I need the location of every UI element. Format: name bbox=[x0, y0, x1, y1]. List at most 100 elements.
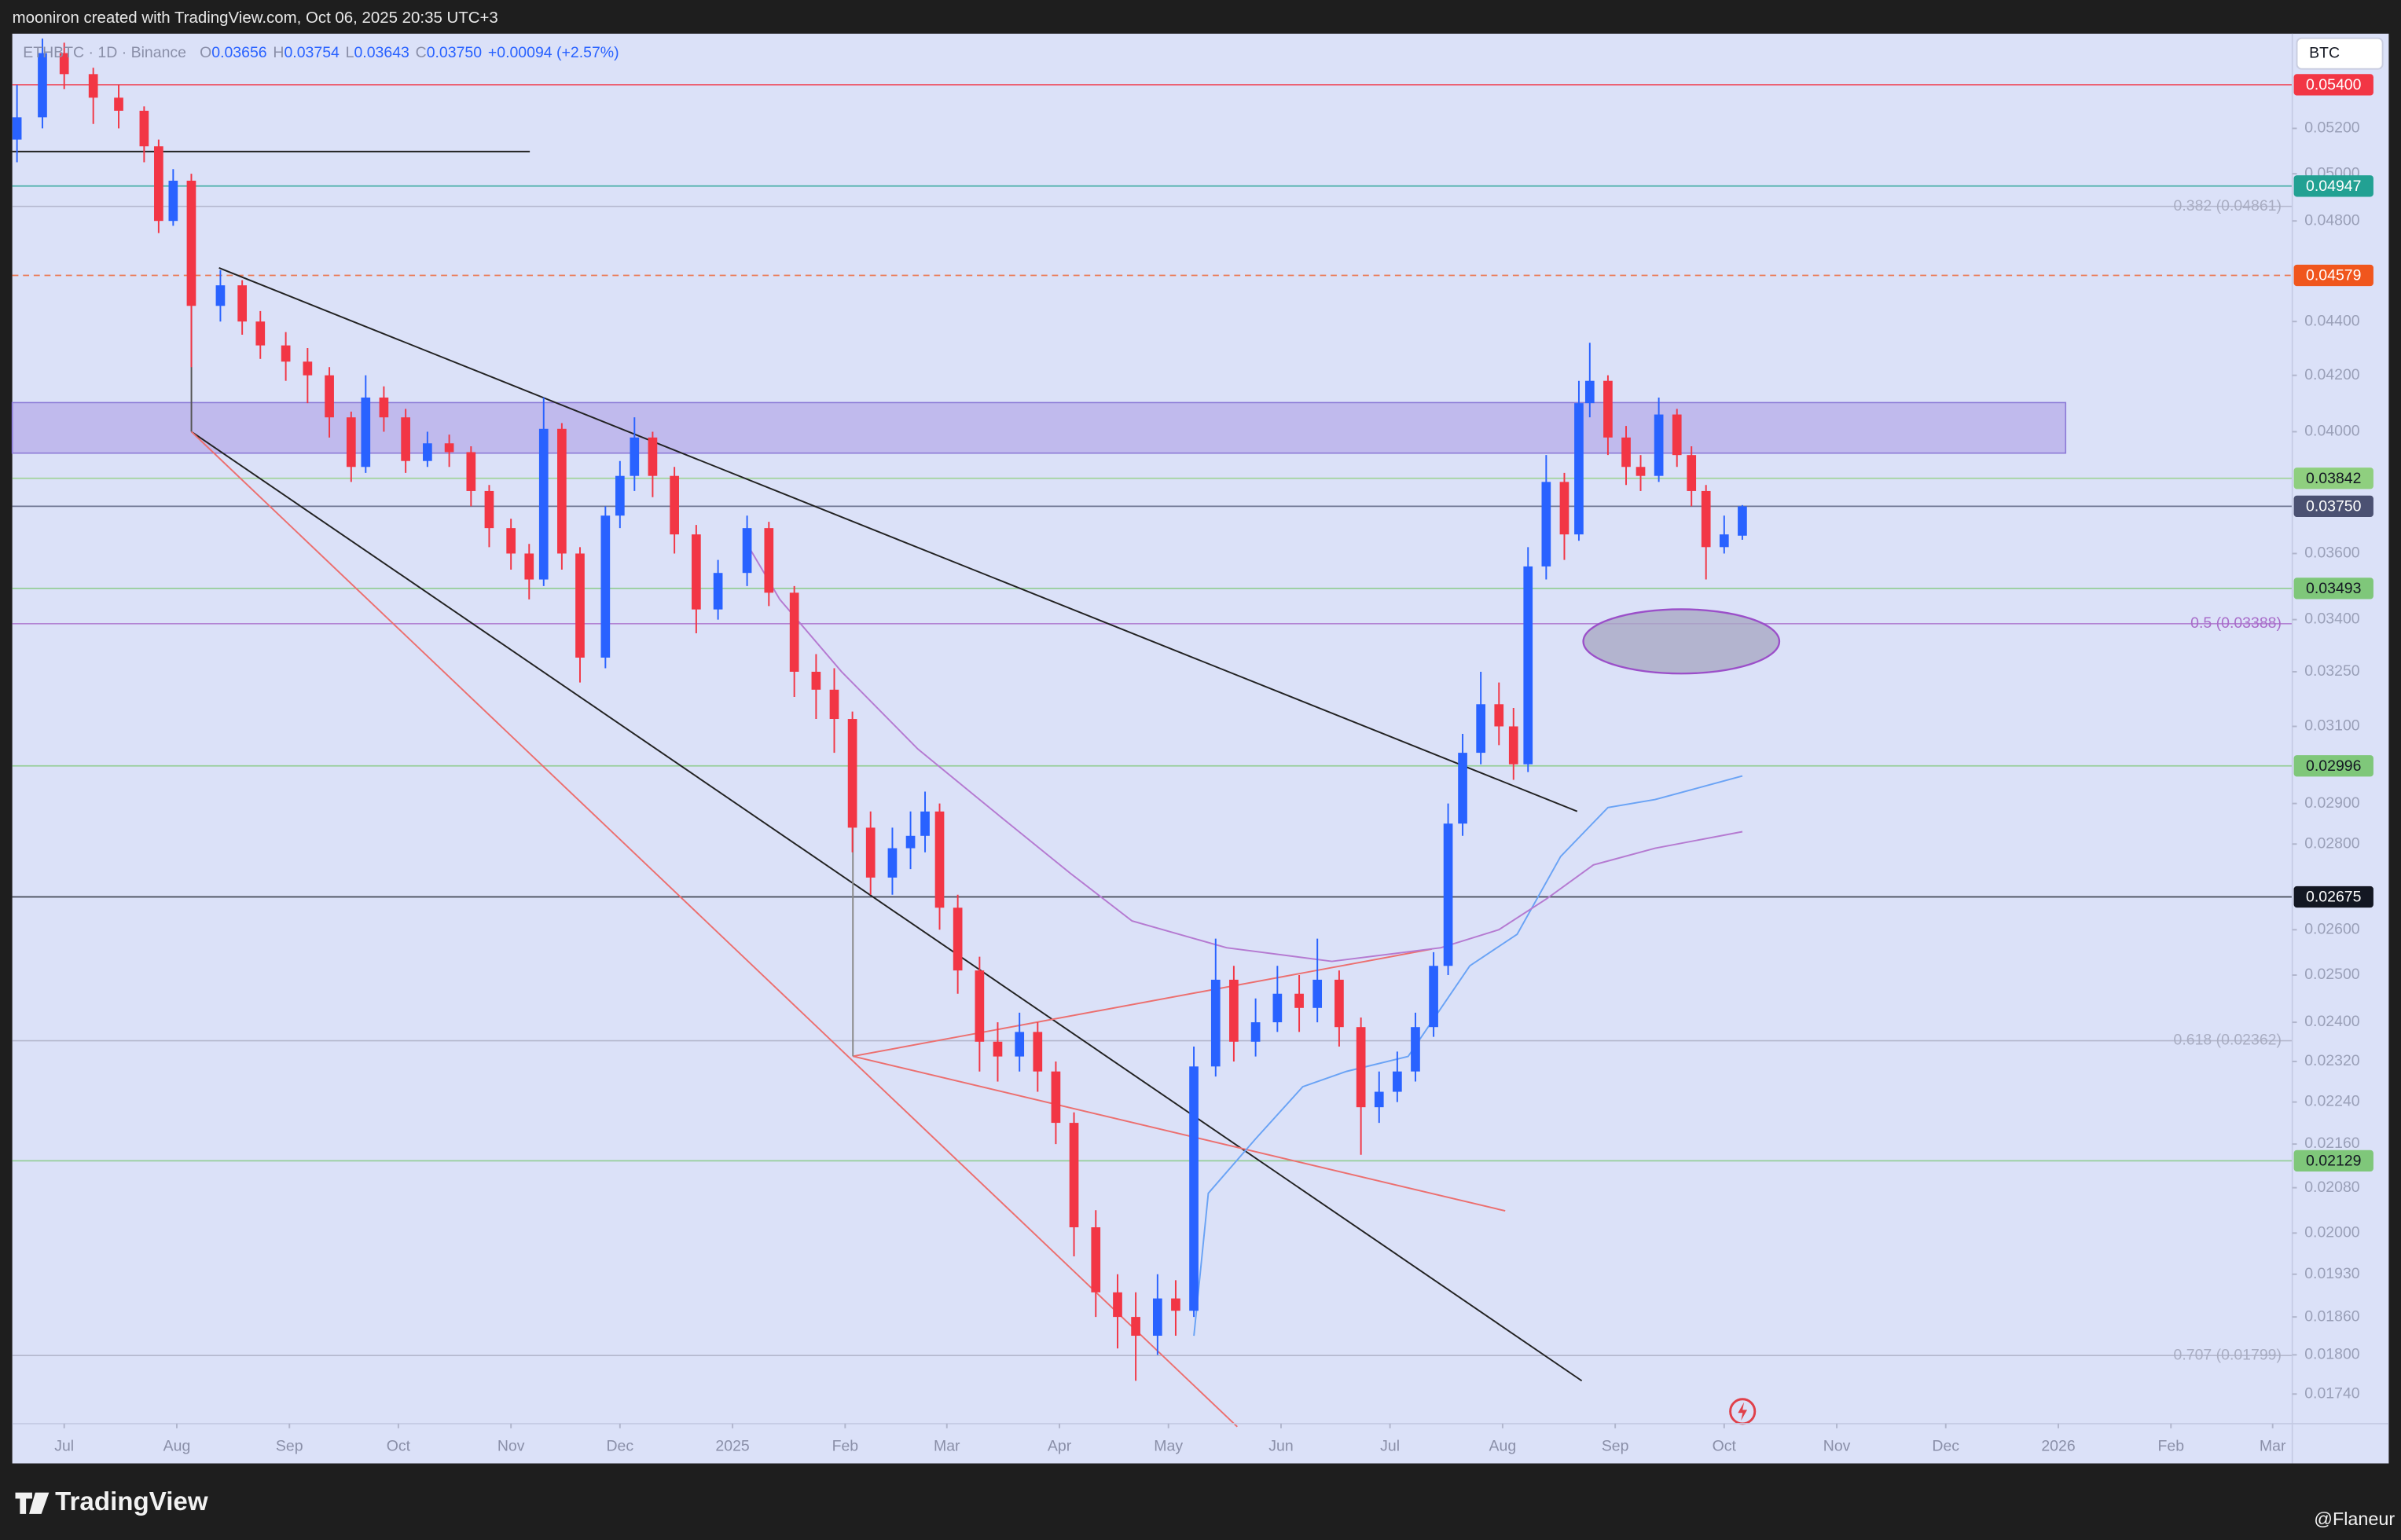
trend-line bbox=[191, 431, 1583, 1382]
x-tick-label: Jul bbox=[54, 1437, 74, 1454]
candle-body bbox=[38, 53, 47, 118]
candle-body bbox=[1411, 1027, 1420, 1072]
candle-body bbox=[1574, 403, 1584, 535]
y-tick-label: 0.02900 bbox=[2304, 794, 2360, 812]
candle-body bbox=[361, 397, 371, 468]
candle-body bbox=[1458, 753, 1467, 824]
price-label-box bbox=[2293, 74, 2373, 96]
x-tick-label: Dec bbox=[607, 1437, 634, 1454]
price-label-box bbox=[2293, 755, 2373, 777]
candle-body bbox=[1374, 1091, 1384, 1108]
price-label: 0.02996 bbox=[2306, 757, 2361, 775]
candle-body bbox=[1033, 1032, 1043, 1072]
fib-label: 0.707 (0.01799) bbox=[2174, 1346, 2282, 1363]
candle-body bbox=[1393, 1071, 1402, 1092]
candle-body bbox=[1494, 704, 1504, 727]
candle-body bbox=[506, 528, 516, 554]
candle-body bbox=[1051, 1071, 1061, 1124]
candle-body bbox=[575, 553, 585, 658]
y-tick-label: 0.02240 bbox=[2304, 1093, 2360, 1110]
candle-body bbox=[538, 428, 549, 580]
ohlc-value: 0.03643 bbox=[354, 44, 409, 61]
candle-body bbox=[215, 285, 226, 306]
candle-body bbox=[1294, 993, 1304, 1008]
price-label-box bbox=[2293, 175, 2373, 197]
candle-body bbox=[255, 321, 266, 346]
moving-average bbox=[750, 549, 1743, 962]
candle-body bbox=[1429, 966, 1438, 1028]
candle-body bbox=[401, 417, 410, 461]
candle-body bbox=[154, 146, 163, 222]
ohlc-key: C bbox=[416, 44, 427, 61]
candle-body bbox=[887, 848, 898, 878]
price-label-box bbox=[2293, 1150, 2373, 1172]
y-tick-label: 0.02600 bbox=[2304, 920, 2360, 937]
candle-body bbox=[1476, 704, 1486, 754]
candle-body bbox=[1719, 534, 1729, 548]
candle-body bbox=[1210, 979, 1221, 1067]
candle-body bbox=[789, 592, 799, 672]
attribution: mooniron created with TradingView.com, O… bbox=[13, 9, 498, 27]
trend-line bbox=[190, 431, 1238, 1428]
candle-body bbox=[114, 97, 123, 111]
ma-layer bbox=[750, 549, 1743, 1336]
ohlc-key: O bbox=[200, 44, 211, 61]
x-tick-label: Mar bbox=[2260, 1437, 2286, 1454]
y-tick-label: 0.01800 bbox=[2304, 1346, 2360, 1363]
price-label: 0.03842 bbox=[2306, 470, 2361, 487]
y-tick-label: 0.02080 bbox=[2304, 1179, 2360, 1196]
x-tick-label: Apr bbox=[1048, 1437, 1072, 1454]
moving-average bbox=[1193, 775, 1743, 1336]
price-label: 0.02675 bbox=[2306, 889, 2362, 906]
y-tick-label: 0.03250 bbox=[2304, 662, 2360, 680]
brand: TradingView bbox=[55, 1487, 208, 1516]
candle-body bbox=[1335, 979, 1344, 1028]
price-label-box bbox=[2293, 468, 2373, 490]
candle-body bbox=[1131, 1317, 1140, 1336]
y-tick-label: 0.01740 bbox=[2304, 1384, 2360, 1402]
symbol: ETHBTC · 1D · Binance bbox=[23, 44, 186, 61]
candle-body bbox=[1229, 979, 1239, 1042]
candle-body bbox=[88, 74, 98, 98]
x-tick-label: Sep bbox=[1602, 1437, 1629, 1454]
x-tick-label: Feb bbox=[832, 1437, 859, 1454]
levels-layer: 0.382 (0.04861) 0.5 (0.03388) 0.618 (0.023… bbox=[12, 84, 2293, 1363]
change: +0.00094 (+2.57%) bbox=[488, 44, 619, 61]
trend-line bbox=[853, 1055, 1506, 1212]
ohlc-key: L bbox=[346, 44, 354, 61]
x-tick-label: Oct bbox=[1713, 1437, 1737, 1454]
candle-body bbox=[764, 528, 774, 593]
x-tick-label: Mar bbox=[934, 1437, 960, 1454]
x-tick-label: 2026 bbox=[2041, 1437, 2075, 1454]
candle-body bbox=[600, 515, 611, 658]
candle-body bbox=[1443, 823, 1453, 966]
candle-body bbox=[12, 117, 22, 140]
candle-body bbox=[557, 428, 567, 554]
candle-body bbox=[905, 835, 916, 849]
x-tick-label: Dec bbox=[1932, 1437, 1959, 1454]
price-label-box bbox=[2293, 495, 2373, 518]
candle-body bbox=[325, 375, 334, 418]
y-tick-label: 0.04800 bbox=[2304, 211, 2360, 229]
candle-body bbox=[1672, 414, 1682, 456]
candle-body bbox=[59, 53, 69, 75]
candle-body bbox=[670, 475, 679, 535]
y-tick-label: 0.03400 bbox=[2304, 610, 2360, 628]
price-label-box bbox=[2293, 578, 2373, 600]
y-tick-label: 0.04400 bbox=[2304, 312, 2360, 329]
candle-body bbox=[1654, 414, 1664, 476]
candle-body bbox=[993, 1041, 1003, 1057]
x-tick-label: 2025 bbox=[715, 1437, 749, 1454]
candle-body bbox=[1250, 1022, 1261, 1042]
candle-body bbox=[237, 285, 248, 322]
currency-label: BTC bbox=[2309, 44, 2340, 61]
price-label-box bbox=[2293, 886, 2373, 908]
x-tick-label: Nov bbox=[497, 1437, 525, 1454]
ohlc-value: 0.03656 bbox=[211, 44, 266, 61]
candle-body bbox=[1508, 726, 1518, 764]
candle-body bbox=[811, 671, 821, 690]
y-tick-label: 0.03600 bbox=[2304, 544, 2360, 562]
currency-button[interactable] bbox=[2296, 37, 2384, 70]
candle-body bbox=[1541, 482, 1551, 566]
